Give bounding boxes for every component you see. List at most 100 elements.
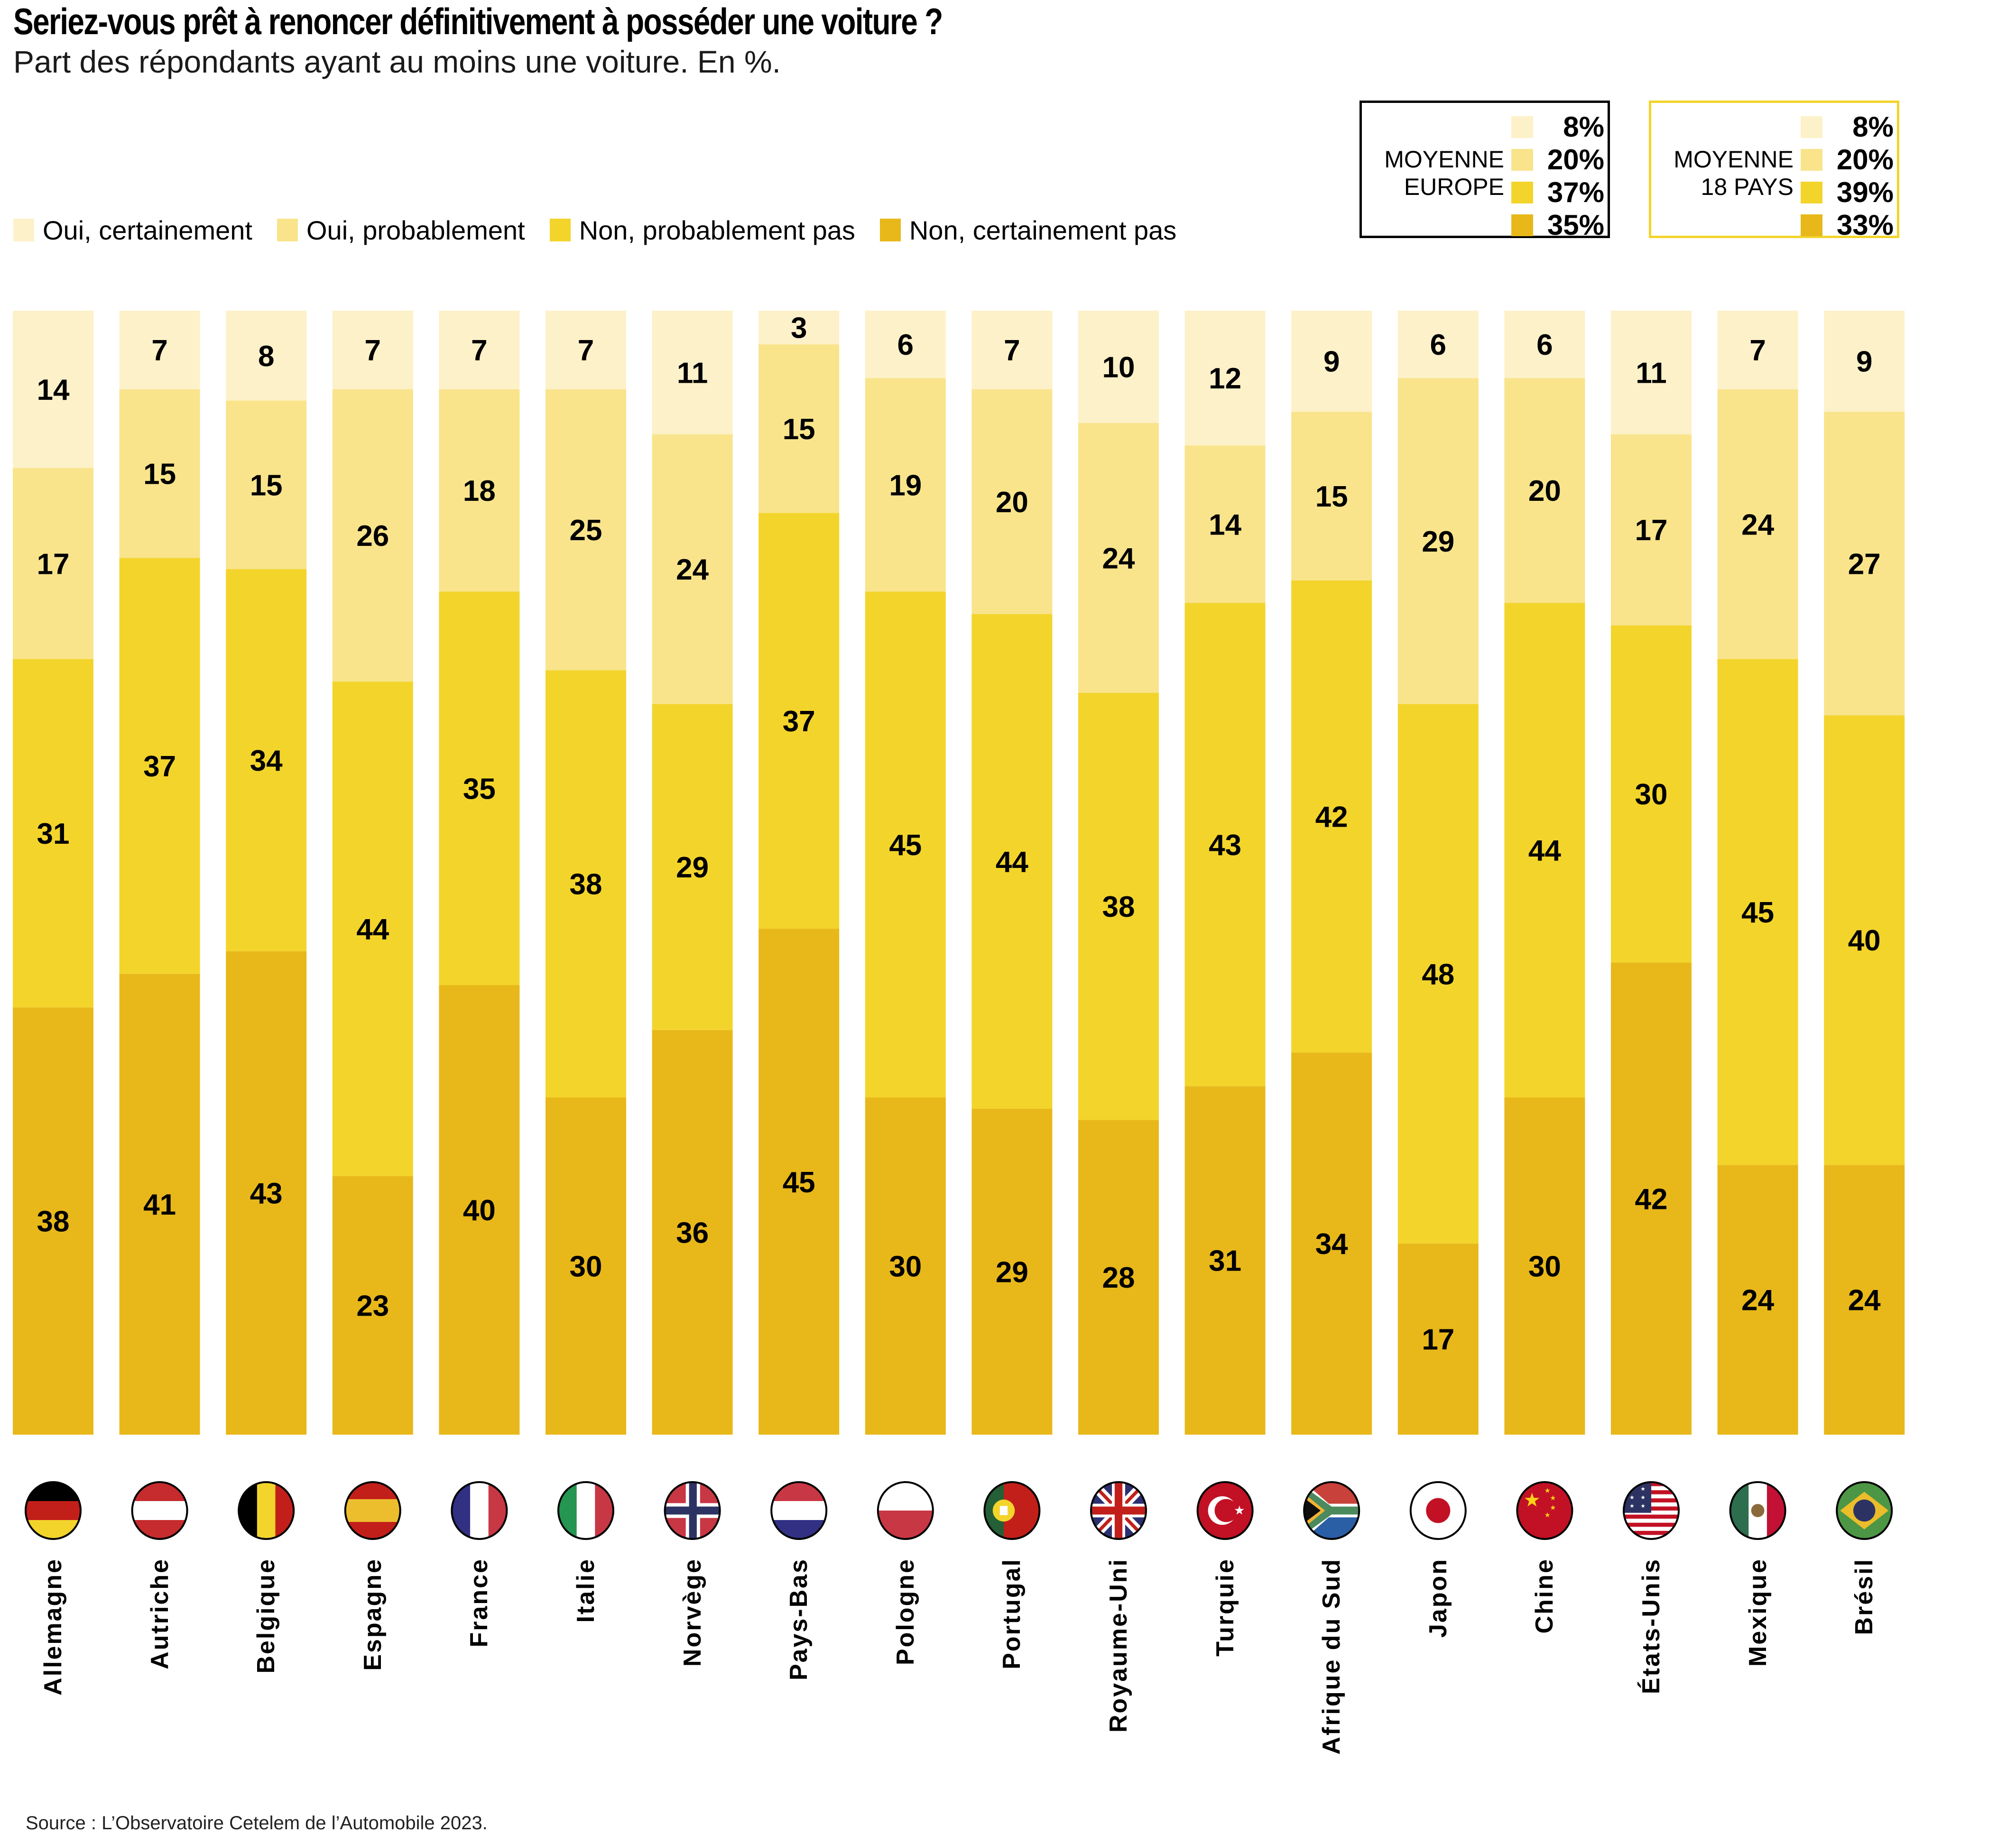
average-label-line2: EUROPE <box>1404 174 1504 200</box>
data-label: 31 <box>37 818 70 850</box>
data-label: 24 <box>1741 508 1774 541</box>
x-tick-label: Portugal <box>998 1558 1026 1669</box>
flag-outline <box>1623 1481 1680 1540</box>
bar-segment <box>652 434 733 704</box>
data-label: 24 <box>1741 1284 1774 1317</box>
data-label: 7 <box>365 334 381 367</box>
data-label: 45 <box>783 1166 815 1199</box>
data-label: 7 <box>1749 334 1766 367</box>
legend-item-oui-certainement: Oui, certainement <box>13 215 252 246</box>
data-label: 44 <box>1528 835 1561 867</box>
data-label: 18 <box>463 475 496 507</box>
bar-segment <box>971 1108 1053 1435</box>
data-label: 6 <box>897 329 914 361</box>
data-label: 27 <box>1848 548 1881 581</box>
flag-outline <box>1729 1481 1786 1540</box>
source-note: Source : L’Observatoire Cetelem de l’Aut… <box>26 1813 488 1834</box>
flag-outline <box>1196 1481 1254 1540</box>
data-label: 43 <box>1209 829 1241 862</box>
data-label: 11 <box>1636 357 1667 389</box>
data-label: 29 <box>676 851 709 884</box>
bar-segment <box>1078 1120 1159 1435</box>
average-row: 8% <box>1511 111 1604 143</box>
bar-stack: 9 15 42 34 <box>1291 311 1372 1435</box>
legend-label: Oui, certainement <box>43 215 252 245</box>
data-label: 24 <box>676 553 709 586</box>
bar-segment <box>1397 1244 1479 1435</box>
bar-segment <box>439 311 520 389</box>
bar-segment <box>865 1097 946 1435</box>
flag-outline <box>877 1481 934 1540</box>
bar-stack: 7 24 45 24 <box>1717 311 1798 1435</box>
bar-segment <box>652 311 733 434</box>
average-label: MOYENNE EUROPE <box>1362 146 1504 201</box>
data-label: 19 <box>889 469 922 502</box>
x-tick-label: France <box>465 1558 493 1648</box>
flag-outline <box>664 1481 721 1540</box>
bar-segment <box>1717 659 1798 1165</box>
bar-segment <box>1291 1052 1372 1435</box>
flag-brazil-icon <box>1837 1482 1892 1539</box>
data-label: 44 <box>996 846 1028 878</box>
data-label: 29 <box>996 1256 1028 1289</box>
average-value: 8% <box>1563 111 1604 143</box>
average-row: 39% <box>1801 176 1894 209</box>
flag-outline <box>557 1481 614 1540</box>
average-row: 33% <box>1801 209 1894 241</box>
bar-segment <box>1078 692 1159 1120</box>
bar-stack: 14 17 31 38 <box>13 311 93 1435</box>
average-swatch <box>1511 116 1533 138</box>
data-label: 43 <box>250 1177 283 1210</box>
bar-segment <box>1397 311 1479 378</box>
flag-outline <box>1303 1481 1360 1540</box>
data-label: 24 <box>1848 1284 1881 1317</box>
average-row: 37% <box>1511 176 1604 209</box>
flag-outline <box>25 1481 82 1540</box>
bar-segment <box>1717 389 1798 659</box>
data-label: 15 <box>1315 480 1348 513</box>
data-label: 38 <box>37 1206 70 1238</box>
x-tick-label: Mexique <box>1744 1558 1772 1667</box>
average-swatch <box>1511 181 1533 203</box>
flag-norway-icon <box>665 1482 720 1539</box>
legend-swatch <box>13 219 34 241</box>
bar-segment <box>1504 603 1585 1097</box>
data-label: 14 <box>1209 508 1241 541</box>
bar-segment <box>1824 715 1905 1165</box>
bar-segment <box>1504 311 1585 378</box>
legend-swatch <box>549 219 571 241</box>
bar-segment <box>332 682 413 1176</box>
data-label: 11 <box>677 357 708 389</box>
average-row: 20% <box>1801 143 1894 176</box>
bar-segment <box>758 344 840 513</box>
data-label: 45 <box>889 829 922 862</box>
data-label: 41 <box>143 1189 176 1221</box>
bar-segment <box>226 311 307 401</box>
data-label: 7 <box>471 334 487 367</box>
bar-segment <box>971 311 1053 389</box>
bar-segment <box>13 468 93 659</box>
bar-segment <box>332 311 413 389</box>
average-label-line1: MOYENNE <box>1384 146 1504 173</box>
data-label: 28 <box>1102 1262 1135 1294</box>
average-row: 8% <box>1801 111 1894 143</box>
bar-segment <box>13 1007 93 1435</box>
bar-segment <box>546 389 626 671</box>
average-value: 8% <box>1852 111 1894 143</box>
bar-segment <box>1184 445 1266 603</box>
x-tick-label: États-Unis <box>1637 1558 1665 1695</box>
flag-turkey-icon <box>1197 1482 1253 1539</box>
bar-segment <box>652 1030 733 1435</box>
bar-stack: 11 24 29 36 <box>652 311 733 1435</box>
chart-subtitle: Part des répondants ayant au moins une v… <box>13 44 781 79</box>
average-swatch <box>1801 148 1822 171</box>
bar-segment <box>332 389 413 682</box>
data-label: 24 <box>1102 542 1135 575</box>
data-label: 37 <box>783 705 815 738</box>
bar-stack: 7 20 44 29 <box>971 311 1053 1435</box>
x-tick-label: Autriche <box>146 1558 174 1669</box>
bar-segment <box>1824 311 1905 412</box>
data-label: 14 <box>37 374 70 406</box>
average-value: 20% <box>1836 144 1894 175</box>
bar-stack: 6 19 45 30 <box>865 311 946 1435</box>
